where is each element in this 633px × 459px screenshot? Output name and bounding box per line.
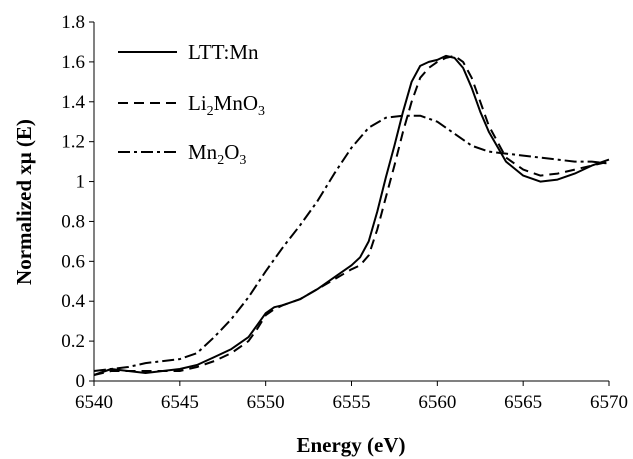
series-line-1 <box>93 54 610 376</box>
legend-label: Li2MnO3 <box>188 91 265 119</box>
x-tick-label: 6555 <box>333 392 371 413</box>
y-tick-label: 0.2 <box>61 331 85 352</box>
x-tick-label: 6545 <box>161 392 199 413</box>
legend-label-part: 3 <box>258 104 265 119</box>
y-axis-title: Normalized xμ (E) <box>12 119 36 285</box>
legend-label-part: 3 <box>239 153 246 168</box>
axes <box>89 21 610 386</box>
x-tick-labels: 6540 6545 6550 6555 6560 6565 6570 <box>75 392 628 413</box>
x-tick-label: 6560 <box>418 392 456 413</box>
series-line-0 <box>93 54 610 376</box>
legend-label-part: 2 <box>217 153 224 168</box>
y-tick-label: 0.8 <box>61 211 85 232</box>
y-tick-label: 1.8 <box>61 12 85 33</box>
plot-area <box>93 54 610 376</box>
legend-label-part: O <box>224 140 239 164</box>
legend-label-part: LTT:Mn <box>188 40 259 64</box>
x-tick-label: 6550 <box>247 392 285 413</box>
legend-label-part: MnO <box>214 91 258 115</box>
series-line-2 <box>93 114 610 372</box>
y-tick-label: 1.4 <box>61 92 85 113</box>
legend-label: LTT:Mn <box>188 40 259 64</box>
y-tick-label: 1.6 <box>61 52 85 73</box>
y-tick-labels: 0 0.2 0.4 0.6 0.8 1 1.2 1.4 1.6 1.8 <box>61 12 85 392</box>
x-tick-label: 6540 <box>75 392 113 413</box>
legend-label-part: Mn <box>188 140 218 164</box>
legend-label-part: Li <box>188 91 207 115</box>
y-tick-label: 0 <box>76 371 86 392</box>
y-tick-label: 0.6 <box>61 251 85 272</box>
legend-label-part: 2 <box>207 104 214 119</box>
y-tick-label: 1.2 <box>61 132 85 153</box>
y-tick-label: 1 <box>76 172 86 193</box>
legend-label: Mn2O3 <box>188 140 246 168</box>
y-tick-label: 0.4 <box>61 291 85 312</box>
x-tick-label: 6570 <box>590 392 628 413</box>
x-axis-title: Energy (eV) <box>296 433 405 457</box>
x-tick-label: 6565 <box>504 392 542 413</box>
